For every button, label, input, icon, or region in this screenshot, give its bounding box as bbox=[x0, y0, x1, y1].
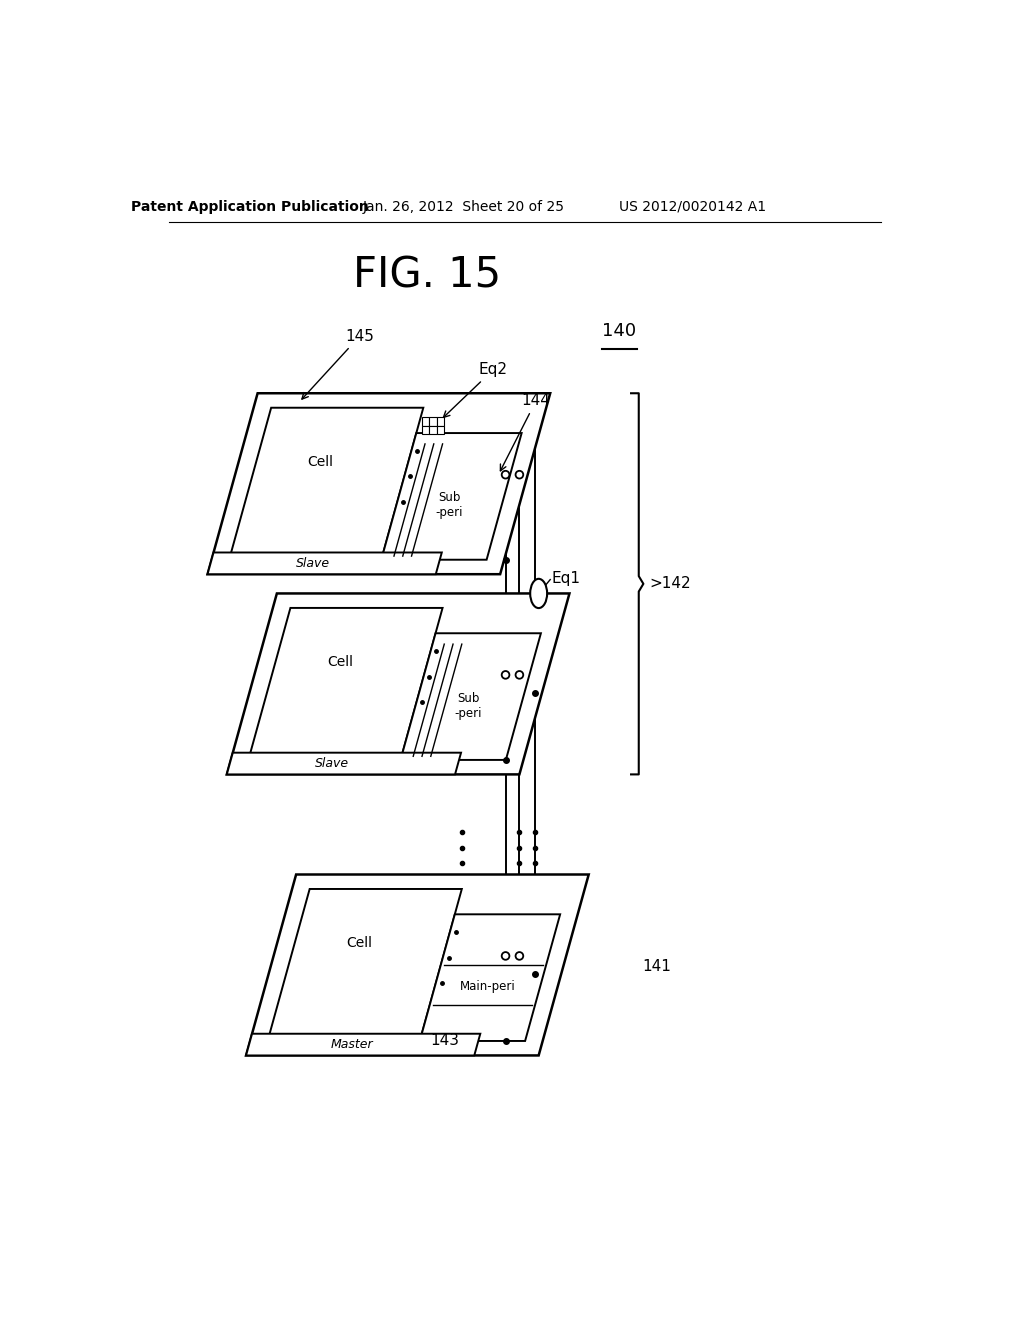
Text: FIG. 15: FIG. 15 bbox=[353, 255, 501, 297]
Text: Sub
-peri: Sub -peri bbox=[455, 692, 482, 719]
Circle shape bbox=[515, 471, 523, 479]
Circle shape bbox=[502, 952, 509, 960]
Polygon shape bbox=[436, 417, 443, 426]
Circle shape bbox=[502, 471, 509, 479]
Text: Slave: Slave bbox=[315, 758, 349, 770]
Text: Cell: Cell bbox=[346, 936, 372, 950]
Text: Eq2: Eq2 bbox=[443, 362, 508, 417]
Polygon shape bbox=[229, 408, 423, 560]
Polygon shape bbox=[420, 915, 560, 1041]
Polygon shape bbox=[429, 426, 436, 434]
Text: Cell: Cell bbox=[327, 655, 353, 669]
Text: >142: >142 bbox=[649, 577, 691, 591]
Polygon shape bbox=[226, 752, 461, 775]
Polygon shape bbox=[422, 426, 429, 434]
Text: Patent Application Publication: Patent Application Publication bbox=[131, 199, 369, 214]
Text: Jan. 26, 2012  Sheet 20 of 25: Jan. 26, 2012 Sheet 20 of 25 bbox=[362, 199, 564, 214]
Polygon shape bbox=[226, 594, 569, 775]
Text: Sub
-peri: Sub -peri bbox=[435, 491, 463, 520]
Polygon shape bbox=[436, 426, 443, 434]
Polygon shape bbox=[422, 417, 429, 426]
Text: Eq1: Eq1 bbox=[552, 570, 581, 586]
Polygon shape bbox=[246, 1034, 480, 1056]
Text: Slave: Slave bbox=[296, 557, 330, 570]
Text: 140: 140 bbox=[602, 322, 636, 341]
Polygon shape bbox=[267, 888, 462, 1041]
Polygon shape bbox=[246, 875, 589, 1056]
Text: 141: 141 bbox=[643, 960, 672, 974]
Polygon shape bbox=[429, 417, 436, 426]
Circle shape bbox=[502, 671, 509, 678]
Polygon shape bbox=[400, 634, 541, 760]
Text: 143: 143 bbox=[431, 1034, 460, 1048]
Text: US 2012/0020142 A1: US 2012/0020142 A1 bbox=[620, 199, 766, 214]
Polygon shape bbox=[208, 553, 441, 574]
Text: Cell: Cell bbox=[307, 455, 334, 469]
Circle shape bbox=[515, 671, 523, 678]
Text: Main-peri: Main-peri bbox=[460, 981, 515, 993]
Polygon shape bbox=[249, 609, 442, 760]
Polygon shape bbox=[208, 393, 550, 574]
Circle shape bbox=[515, 952, 523, 960]
Text: 145: 145 bbox=[302, 329, 374, 399]
Text: 144: 144 bbox=[501, 393, 551, 471]
Text: Master: Master bbox=[330, 1038, 373, 1051]
Polygon shape bbox=[381, 433, 521, 560]
Ellipse shape bbox=[530, 578, 547, 609]
